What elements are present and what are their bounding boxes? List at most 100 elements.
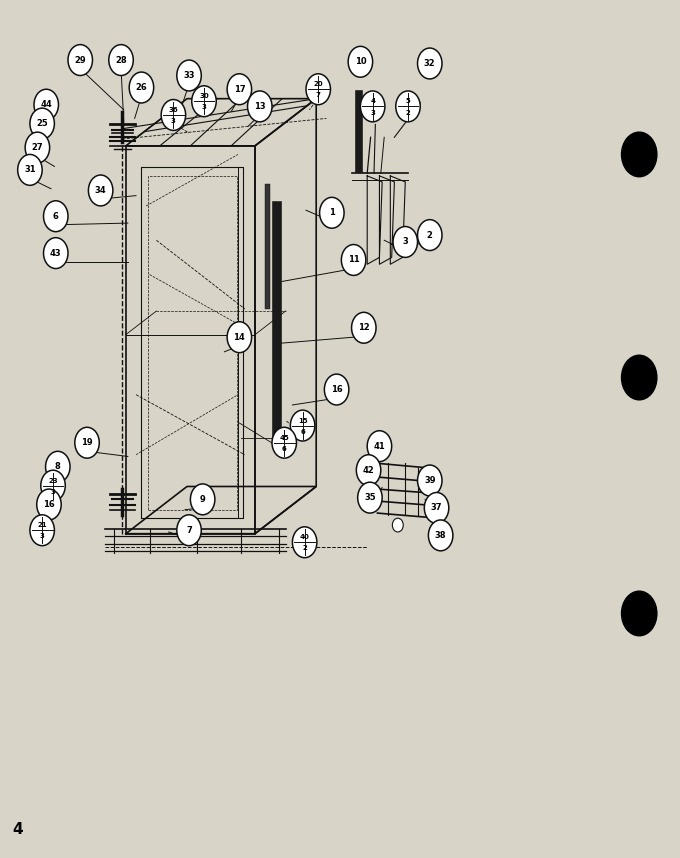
Circle shape xyxy=(34,89,58,120)
Text: 13: 13 xyxy=(254,102,266,111)
Text: 37: 37 xyxy=(431,504,442,512)
Text: 28: 28 xyxy=(115,56,127,64)
Circle shape xyxy=(341,245,366,275)
Text: 3: 3 xyxy=(171,118,176,124)
Text: 3: 3 xyxy=(403,238,408,246)
Text: 19: 19 xyxy=(81,438,93,447)
Text: 36: 36 xyxy=(169,107,178,113)
Text: 3: 3 xyxy=(50,489,56,495)
Circle shape xyxy=(622,132,657,177)
Text: 12: 12 xyxy=(358,323,370,332)
Circle shape xyxy=(109,45,133,76)
Circle shape xyxy=(88,175,113,206)
Text: 29: 29 xyxy=(74,56,86,64)
Circle shape xyxy=(190,484,215,515)
Circle shape xyxy=(41,470,65,501)
Text: 42: 42 xyxy=(362,466,375,474)
Text: 40: 40 xyxy=(300,535,309,541)
Text: 10: 10 xyxy=(354,57,367,66)
Text: 31: 31 xyxy=(24,166,36,174)
Circle shape xyxy=(227,322,252,353)
Text: 11: 11 xyxy=(347,256,360,264)
Text: 2: 2 xyxy=(303,546,307,552)
Circle shape xyxy=(177,60,201,91)
Circle shape xyxy=(306,74,330,105)
Text: 43: 43 xyxy=(50,249,62,257)
Circle shape xyxy=(290,410,315,441)
Circle shape xyxy=(428,520,453,551)
Text: 7: 7 xyxy=(316,93,321,99)
Circle shape xyxy=(272,427,296,458)
Text: 3: 3 xyxy=(39,534,45,540)
Circle shape xyxy=(320,197,344,228)
Circle shape xyxy=(248,91,272,122)
Circle shape xyxy=(37,489,61,520)
Bar xyxy=(355,90,362,172)
Text: 30: 30 xyxy=(199,94,209,100)
Text: 15: 15 xyxy=(298,418,307,424)
Circle shape xyxy=(25,132,50,163)
Text: 1: 1 xyxy=(329,208,335,217)
Text: 14: 14 xyxy=(233,333,245,341)
Text: 3: 3 xyxy=(370,110,375,116)
Circle shape xyxy=(46,451,70,482)
Circle shape xyxy=(418,465,442,496)
Text: 3: 3 xyxy=(201,105,207,111)
Circle shape xyxy=(367,431,392,462)
Text: 26: 26 xyxy=(135,83,148,92)
Circle shape xyxy=(424,492,449,523)
Circle shape xyxy=(68,45,92,76)
Text: 21: 21 xyxy=(37,523,47,529)
Text: 8: 8 xyxy=(55,462,61,471)
Text: 34: 34 xyxy=(95,186,107,195)
Text: 38: 38 xyxy=(435,531,446,540)
Text: 4: 4 xyxy=(12,822,23,837)
Circle shape xyxy=(30,108,54,139)
Text: 2: 2 xyxy=(427,231,432,239)
Text: 6: 6 xyxy=(282,446,286,452)
Text: 20: 20 xyxy=(313,82,323,88)
Text: 35: 35 xyxy=(364,493,376,502)
Circle shape xyxy=(44,201,68,232)
Circle shape xyxy=(324,374,349,405)
Circle shape xyxy=(418,48,442,79)
Circle shape xyxy=(360,91,385,122)
Circle shape xyxy=(392,518,403,532)
Circle shape xyxy=(18,154,42,185)
Circle shape xyxy=(227,74,252,105)
Text: 17: 17 xyxy=(233,85,245,94)
Text: 27: 27 xyxy=(31,143,44,152)
Circle shape xyxy=(418,220,442,251)
Circle shape xyxy=(44,238,68,269)
Text: 5: 5 xyxy=(406,99,410,105)
Text: 33: 33 xyxy=(184,71,194,80)
Text: 23: 23 xyxy=(48,478,58,484)
Circle shape xyxy=(192,86,216,117)
Text: 9: 9 xyxy=(200,495,205,504)
Circle shape xyxy=(292,527,317,558)
Circle shape xyxy=(161,100,186,130)
Bar xyxy=(265,184,270,309)
Circle shape xyxy=(30,515,54,546)
Text: 6: 6 xyxy=(53,212,58,221)
Circle shape xyxy=(356,455,381,486)
Text: 16: 16 xyxy=(330,385,343,394)
Circle shape xyxy=(393,227,418,257)
Text: 44: 44 xyxy=(40,100,52,109)
Text: 7: 7 xyxy=(186,526,192,535)
Text: 39: 39 xyxy=(424,476,435,485)
Circle shape xyxy=(348,46,373,77)
Circle shape xyxy=(622,355,657,400)
Circle shape xyxy=(177,515,201,546)
Text: 41: 41 xyxy=(373,442,386,450)
Text: 32: 32 xyxy=(424,59,436,68)
Text: 16: 16 xyxy=(43,500,55,509)
Text: 45: 45 xyxy=(279,435,289,441)
Circle shape xyxy=(75,427,99,458)
Circle shape xyxy=(129,72,154,103)
Circle shape xyxy=(622,591,657,636)
Text: 25: 25 xyxy=(36,119,48,128)
Circle shape xyxy=(358,482,382,513)
Circle shape xyxy=(352,312,376,343)
Bar xyxy=(272,201,281,439)
